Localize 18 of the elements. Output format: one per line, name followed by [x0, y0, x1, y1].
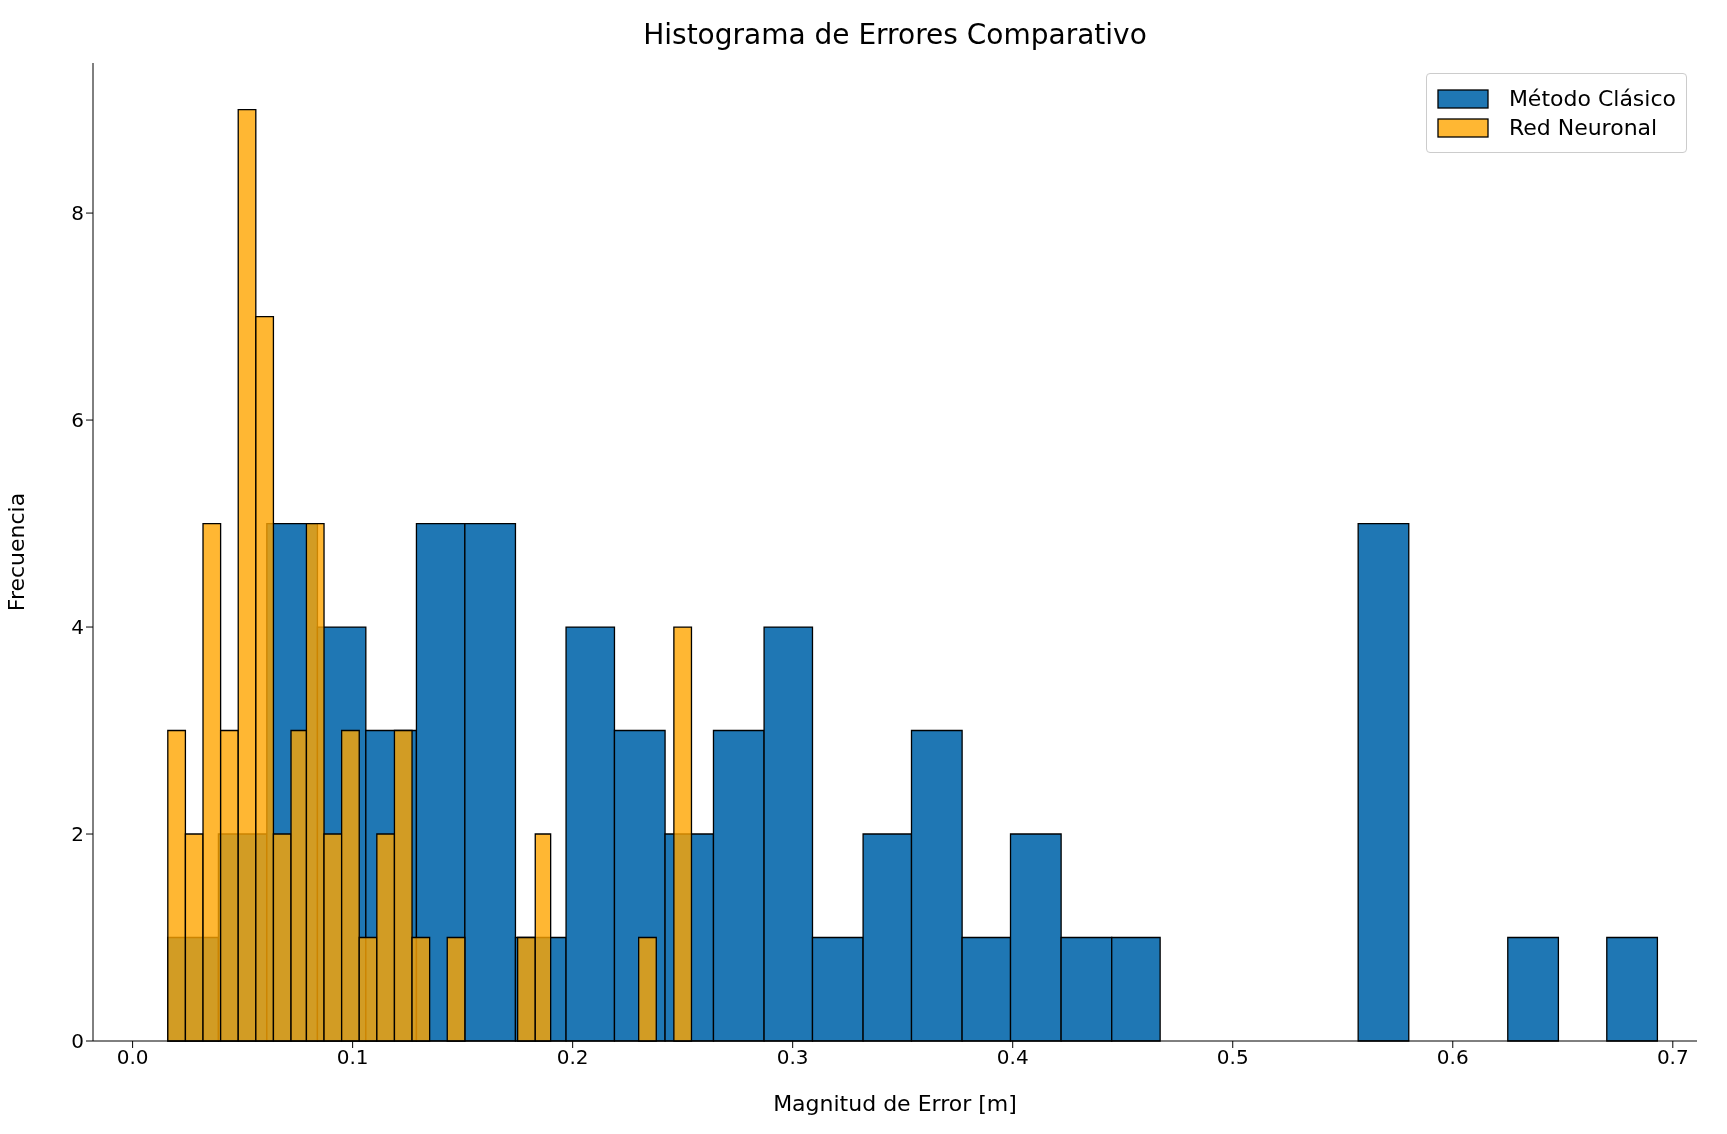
x-tick-label: 0.1	[336, 1045, 369, 1070]
x-tick-label: 0.7	[1656, 1045, 1689, 1070]
y-tick-label: 4	[71, 615, 84, 640]
y-tick-label: 6	[71, 408, 84, 433]
legend-label: Método Clásico	[1508, 86, 1676, 111]
x-tick-label: 0.6	[1436, 1045, 1469, 1070]
y-axis-title: Frecuencia	[3, 492, 29, 612]
y-tick-label: 2	[71, 822, 84, 847]
chart-title: Histograma de Errores Comparativo	[642, 18, 1148, 51]
x-tick-label: 0.0	[116, 1045, 149, 1070]
y-tick-label: 8	[71, 201, 84, 226]
y-tick-label: 0	[71, 1029, 84, 1054]
x-tick-label: 0.5	[1216, 1045, 1249, 1070]
x-tick-label: 0.3	[776, 1045, 809, 1070]
x-tick-label: 0.4	[996, 1045, 1029, 1070]
legend-label: Red Neuronal	[1508, 115, 1658, 140]
x-axis-title: Magnitud de Error [m]	[773, 1091, 1017, 1116]
x-tick-label: 0.2	[556, 1045, 589, 1070]
